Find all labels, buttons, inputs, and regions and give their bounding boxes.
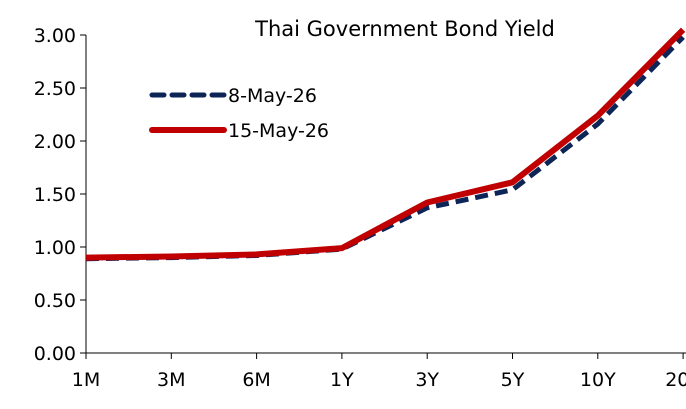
x-tick-label: 20Y <box>665 369 686 391</box>
x-tick-label: 10Y <box>580 369 616 391</box>
series-line-2 <box>85 27 686 261</box>
y-tick-label: 2.00 <box>34 131 76 153</box>
y-tick-label: 2.50 <box>34 78 76 100</box>
legend-label-1: 8-May-26 <box>228 85 317 107</box>
legend-label-2: 15-May-26 <box>228 120 329 142</box>
chart-title: Thai Government Bond Yield <box>254 17 555 41</box>
x-tick-label: 1M <box>72 369 100 391</box>
legend: 8-May-26 15-May-26 <box>149 85 329 142</box>
x-tick-label: 5Y <box>501 369 525 391</box>
y-tick-label: 3.00 <box>34 25 76 47</box>
x-tick-label: 3Y <box>415 369 439 391</box>
axes: 0.00 0.50 1.00 1.50 2.00 2.50 3.00 1M 3M 6M 1Y 3Y 5Y… <box>34 25 686 391</box>
series-layer <box>85 27 686 262</box>
y-tick-label: 1.50 <box>34 184 76 206</box>
x-tick-label: 1Y <box>330 369 354 391</box>
y-tick-label: 1.00 <box>34 237 76 259</box>
y-tick-label: 0.00 <box>34 343 76 365</box>
y-tick-label: 0.50 <box>34 290 76 312</box>
x-tick-label: 6M <box>242 369 270 391</box>
x-tick-label: 3M <box>157 369 185 391</box>
